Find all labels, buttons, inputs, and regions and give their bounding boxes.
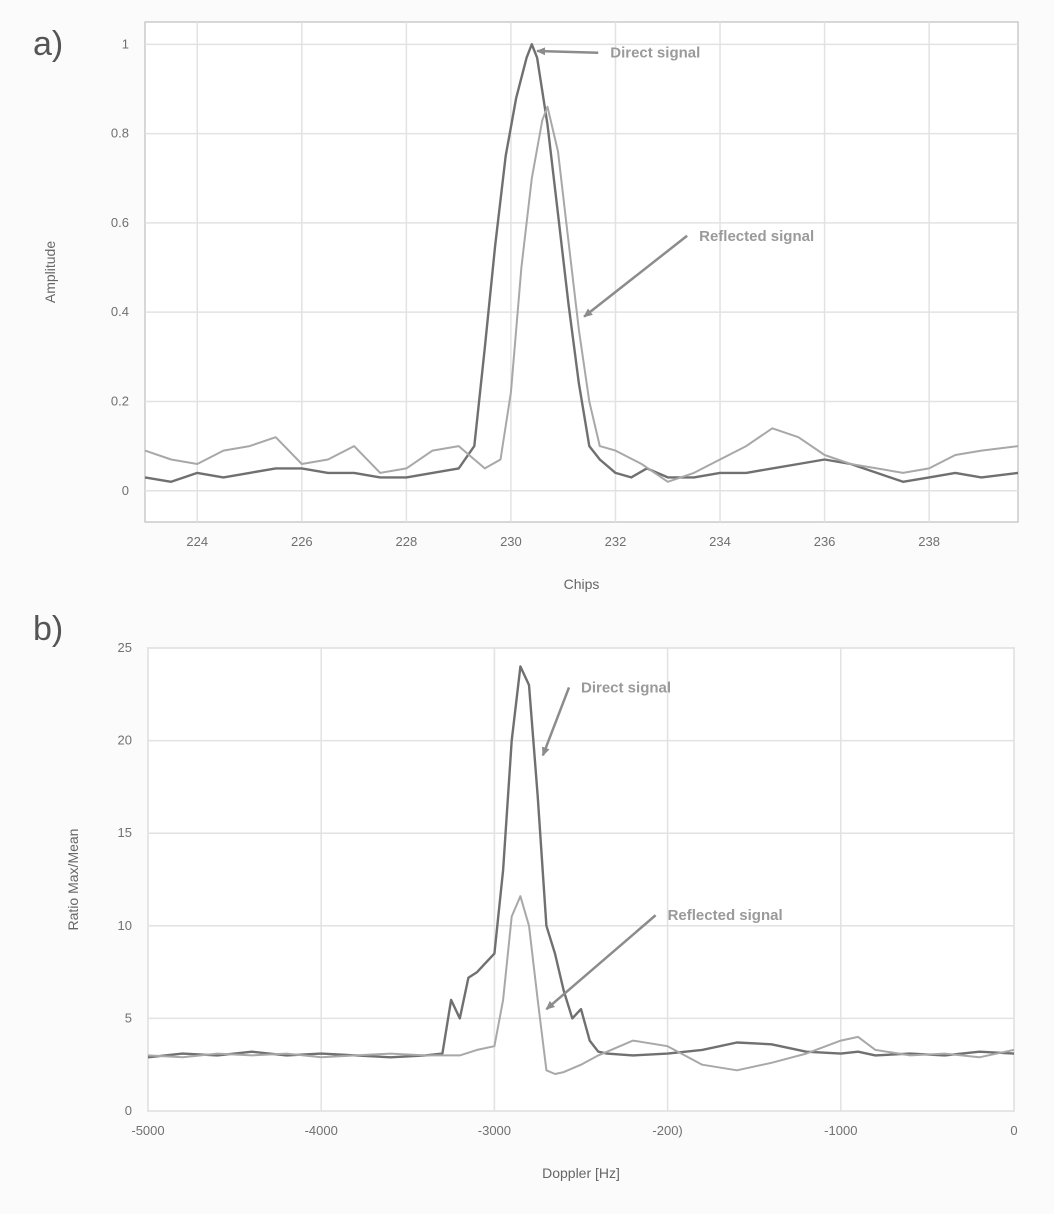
x-tick-label: 232 (605, 534, 627, 549)
annotation-label: Direct signal (610, 45, 700, 62)
annotation-arrow (536, 47, 599, 56)
x-tick-label: 236 (814, 534, 836, 549)
y-tick-label: 20 (118, 733, 132, 748)
panel-label: b) (33, 610, 63, 648)
y-axis-title: Ratio Max/Mean (65, 829, 81, 931)
panel-label: a) (33, 25, 63, 63)
x-axis-title: Chips (564, 576, 600, 592)
chart-panel-b: -5000 -4000 -3000 -200) -1000 0 0 5 10 15 20 25 Dire… (33, 610, 1018, 1181)
x-tick-label: 230 (500, 534, 522, 549)
x-tick-label: 228 (396, 534, 418, 549)
series-line-direct (144, 43, 1019, 483)
chart-panel-a: 224 226 228 230 232 234 236 238 0 0.2 0.4 0.6 0.8 1 Di… (33, 21, 1019, 592)
y-tick-label: 15 (118, 825, 132, 840)
x-tick-label: -5000 (131, 1123, 164, 1138)
annotation-arrow (545, 914, 657, 1011)
y-tick-label: 0.6 (111, 215, 129, 230)
x-tick-label: -3000 (478, 1123, 511, 1138)
y-axis-title: Amplitude (42, 241, 58, 303)
x-tick-label: 0 (1010, 1123, 1017, 1138)
y-tick-label: 0.4 (111, 304, 129, 319)
series-line-reflected (147, 895, 1015, 1075)
series-line-reflected (144, 105, 1019, 483)
y-tick-label: 10 (118, 918, 132, 933)
x-tick-label: -200) (652, 1123, 682, 1138)
annotation-arrow (541, 686, 571, 757)
annotation-label: Reflected signal (668, 907, 783, 924)
x-tick-label: -4000 (305, 1123, 338, 1138)
x-tick-label: 224 (186, 534, 208, 549)
y-tick-label: 0.2 (111, 393, 129, 408)
y-tick-label: 0 (122, 483, 129, 498)
annotation-arrow (583, 234, 688, 318)
y-tick-label: 25 (118, 640, 132, 655)
annotation-label: Direct signal (581, 679, 671, 696)
y-tick-label: 1 (122, 36, 129, 51)
plot-area (144, 21, 1019, 523)
x-tick-label: -1000 (824, 1123, 857, 1138)
x-tick-label: 234 (709, 534, 731, 549)
plot-area (147, 647, 1015, 1112)
x-tick-label: 238 (918, 534, 940, 549)
x-tick-label: 226 (291, 534, 313, 549)
x-axis-title: Doppler [Hz] (542, 1165, 620, 1181)
y-tick-label: 0 (125, 1103, 132, 1118)
y-tick-label: 0.8 (111, 126, 129, 141)
y-tick-label: 5 (125, 1010, 132, 1025)
annotation-label: Reflected signal (699, 228, 814, 245)
